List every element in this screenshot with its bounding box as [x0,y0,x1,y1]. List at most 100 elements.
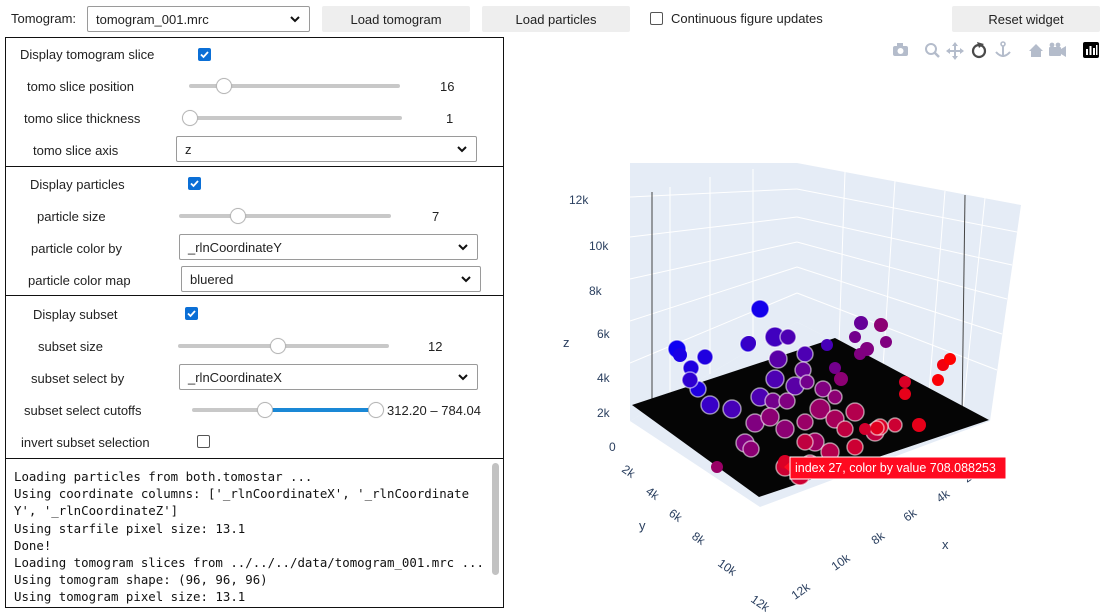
z-tick-label: 0 [609,440,616,454]
reset-widget-button[interactable]: Reset widget [952,6,1100,32]
tomogram-select-value: tomogram_001.mrc [96,11,209,27]
particle-color-by-value: _rlnCoordinateY [188,239,282,255]
particle-marker [944,353,956,365]
x-tick-label: 6k [901,505,920,524]
subset-size-label: subset size [38,339,104,354]
particle-marker [711,461,723,473]
particle-marker [722,399,742,419]
slice-position-handle[interactable] [216,78,232,94]
reset-camera-home-icon[interactable] [1029,44,1043,57]
particles [667,299,956,486]
y-tick-label: 4k [643,484,662,503]
particle-marker [912,418,926,432]
z-tick-label: 2k [597,406,611,420]
camera-icon[interactable] [893,43,908,56]
subset-select-by-value: _rlnCoordinateX [188,369,282,385]
tooltip-text: index 27, color by value 708.088253 [795,461,996,475]
top-toolbar: Tomogram: tomogram_001.mrc Load tomogram… [0,0,1107,37]
particle-marker [750,299,770,319]
particle-marker [696,348,714,366]
subset-size-handle[interactable] [270,338,286,354]
z-tick-label: 10k [589,239,609,253]
chevron-down-icon [461,276,471,283]
load-particles-button[interactable]: Load particles [482,6,630,32]
particle-marker [673,348,687,362]
display-subset-checkbox[interactable] [185,307,198,320]
chevron-down-icon [290,16,300,23]
particle-marker [765,369,785,389]
particle-marker [846,438,864,456]
particle-marker [742,440,760,458]
particle-color-map-select[interactable]: bluered [181,266,481,292]
particle-marker [887,417,903,433]
console-output[interactable]: Loading particles from both.tomostar ...… [5,458,504,608]
x-tick-label: 4k [934,486,953,505]
particle-marker [809,398,831,420]
slice-axis-select[interactable]: z [176,136,477,162]
subset-cutoff-low-handle[interactable] [257,402,273,418]
orbit-rotation-icon[interactable] [971,42,987,59]
zoom-icon[interactable] [925,43,940,58]
particle-marker [796,413,814,431]
tomogram-label: Tomogram: [11,11,77,26]
slice-thickness-handle[interactable] [182,110,198,126]
y-tick-label: 2k [619,462,638,481]
load-tomogram-button[interactable]: Load tomogram [322,6,470,32]
particle-marker [779,328,797,346]
particle-marker [860,342,874,356]
x-axis-title: x [942,537,949,552]
pan-icon[interactable] [946,42,964,60]
z-tick-labels: 0 2k 4k 6k 8k 10k 12k [569,193,616,454]
subset-panel: Display subset subset size 12 subset sel… [5,295,504,459]
particle-size-label: particle size [37,209,106,224]
particle-marker [880,336,892,348]
chevron-down-icon [457,146,467,153]
chevron-down-icon [458,374,468,381]
slice-thickness-track[interactable] [189,116,402,120]
display-particles-label: Display particles [30,177,125,192]
particle-size-track[interactable] [179,214,391,218]
particle-size-value: 7 [432,209,440,224]
z-tick-label: 4k [597,371,611,385]
slice-axis-label: tomo slice axis [33,143,119,158]
particle-marker [836,420,854,438]
particle-marker [834,372,848,386]
chevron-down-icon [458,244,468,251]
continuous-updates-checkbox[interactable] [650,12,663,25]
y-tick-label: 6k [666,506,685,525]
subset-cutoffs-label: subset select cutoffs [24,403,142,418]
particle-color-by-select[interactable]: _rlnCoordinateY [179,234,478,260]
hover-tooltip: index 27, color by value 708.088253 [784,456,1007,480]
tomogram-slice-panel: Display tomogram slice tomo slice positi… [5,37,504,167]
subset-cutoff-high-handle[interactable] [368,402,384,418]
subset-cutoffs-value: 312.20 – 784.04 [387,403,481,418]
particles-panel: Display particles particle size 7 partic… [5,166,504,296]
console-scrollbar-thumb[interactable] [492,463,499,575]
slice-position-value: 16 [440,79,455,94]
plotly-logo-icon[interactable] [1083,42,1099,58]
particle-marker [829,362,841,374]
invert-subset-label: invert subset selection [21,435,150,450]
particle-marker [768,349,788,369]
turntable-rotation-icon[interactable] [995,41,1011,57]
particle-size-handle[interactable] [230,208,246,224]
slice-position-track[interactable] [189,84,400,88]
subset-select-by-select[interactable]: _rlnCoordinateX [179,364,478,390]
particle-marker [760,407,780,427]
particle-marker [854,316,868,330]
grid-lines [629,169,1018,410]
particle-marker [700,395,720,415]
z-tick-label: 8k [589,284,603,298]
subset-select-by-label: subset select by [31,371,125,386]
particle-marker [814,380,832,398]
particle-marker [859,423,871,435]
display-particles-checkbox[interactable] [188,177,201,190]
tomogram-select[interactable]: tomogram_001.mrc [87,6,310,32]
camera-last-save-icon[interactable] [1049,42,1066,57]
display-tomogram-slice-checkbox[interactable] [198,48,211,61]
invert-subset-checkbox[interactable] [197,435,210,448]
particle-marker [742,336,756,350]
display-tomogram-slice-label: Display tomogram slice [20,47,155,62]
